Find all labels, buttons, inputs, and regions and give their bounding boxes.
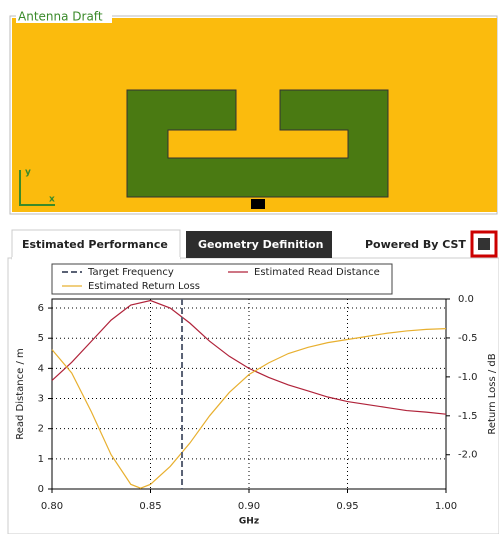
cst-logo-inner <box>478 238 490 250</box>
y-tick-label: 5 <box>38 333 44 344</box>
x-tick-label: 1.00 <box>435 501 457 512</box>
feed-point <box>251 199 265 209</box>
y2-tick-label: -1.5 <box>458 411 478 422</box>
y-tick-label: 1 <box>38 454 44 465</box>
x-tick-label: 0.85 <box>139 501 161 512</box>
x-tick-label: 0.90 <box>238 501 260 512</box>
y-tick-label: 6 <box>38 303 44 314</box>
series-line <box>51 327 447 489</box>
y-tick-label: 4 <box>38 363 44 374</box>
cst-logo[interactable] <box>470 230 498 258</box>
y2-tick-label: -2.0 <box>458 450 478 461</box>
y2-tick-label: -1.0 <box>458 372 478 383</box>
tab-join <box>12 257 180 260</box>
tab-label[interactable]: Geometry Definition <box>198 238 323 251</box>
y-tick-label: 2 <box>38 424 44 435</box>
legend <box>51 263 393 295</box>
panel-title: Antenna Draft <box>18 10 103 24</box>
legend-label: Estimated Read Distance <box>254 267 380 278</box>
y2-axis-label: Return Loss / dB <box>487 353 498 434</box>
plot-area <box>51 298 447 490</box>
axis-y: y <box>25 168 31 178</box>
series-line <box>51 299 447 415</box>
x-tick-label: 0.80 <box>41 501 63 512</box>
x-tick-label: 0.95 <box>336 501 358 512</box>
axis-x: x <box>49 195 55 205</box>
tab[interactable] <box>186 231 332 258</box>
y2-tick-label: 0.0 <box>458 294 474 305</box>
x-axis-label: GHz <box>239 517 259 527</box>
y-tick-label: 0 <box>38 484 44 495</box>
axes-icon <box>19 170 55 206</box>
y-axis-label: Read Distance / m <box>15 348 26 440</box>
panel-title-bg <box>16 9 112 23</box>
antenna-shape <box>126 89 389 198</box>
y-tick-label: 3 <box>38 394 44 405</box>
tab-label[interactable]: Estimated Performance <box>22 238 168 251</box>
powered-by: Powered By CST <box>365 238 466 251</box>
legend-label: Estimated Return Loss <box>88 281 200 292</box>
y2-tick-label: -0.5 <box>458 333 478 344</box>
legend-label: Target Frequency <box>87 267 174 278</box>
